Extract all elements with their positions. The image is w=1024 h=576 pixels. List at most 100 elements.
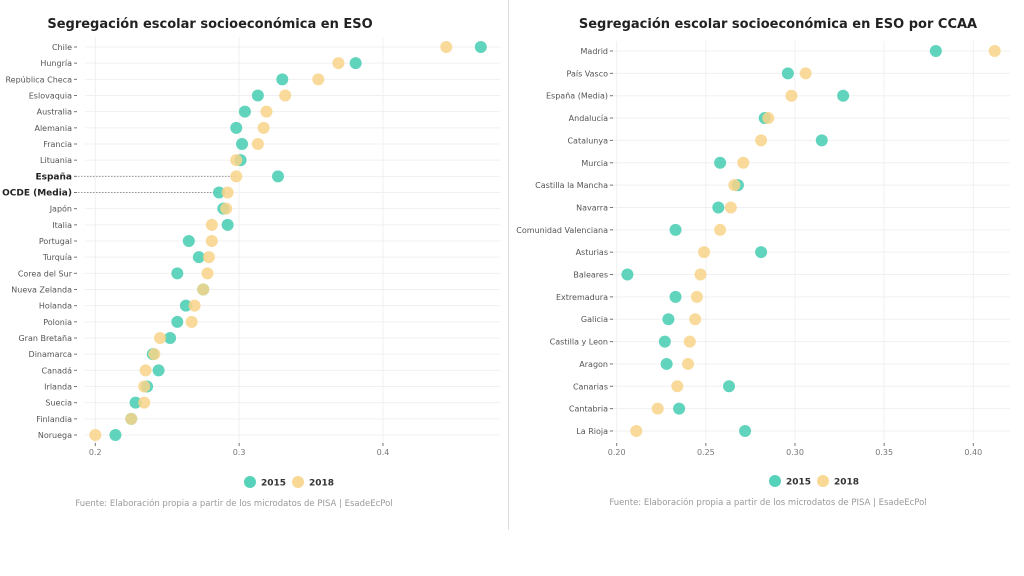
category-label: La Rioja — [576, 427, 608, 436]
point-2015-catalunya — [815, 134, 828, 147]
category-label: Navarra — [576, 203, 608, 212]
point-2015-portugal — [182, 235, 195, 247]
point-2015-baleares — [621, 268, 634, 281]
point-2018-polonia — [185, 315, 198, 328]
point-2015-italia — [221, 218, 234, 231]
point-2018-gran-breta-a — [154, 332, 167, 344]
category-label: Turquía — [42, 253, 72, 262]
point-2018-la-rioja — [630, 425, 643, 437]
point-2015-madrid — [929, 45, 942, 57]
category-label: Canarias — [573, 382, 608, 391]
point-2015-cantabria — [673, 402, 686, 415]
x-tick-label: 0.20 — [608, 448, 626, 457]
category-label: Eslovaquia — [29, 92, 72, 101]
point-2018-baleares — [694, 268, 707, 281]
point-2018-canad- — [139, 364, 152, 377]
category-label: Hungría — [40, 59, 72, 68]
category-label: Noruega — [38, 431, 72, 440]
point-2015-turqu-a — [192, 251, 205, 264]
point-2018-finlandia — [125, 412, 138, 425]
category-label: Suecia — [45, 399, 72, 408]
point-2015-hungr-a — [349, 57, 362, 70]
point-2015-asturias — [755, 246, 768, 259]
legend-label-2015: 2015 — [261, 479, 286, 489]
point-2018-rep-blica-checa — [312, 73, 325, 86]
category-label: España — [35, 172, 72, 182]
point-2018-castilla-y-leon — [683, 335, 696, 348]
category-label: Finlandia — [36, 415, 72, 424]
point-2018-extremadura — [690, 290, 703, 303]
category-label: Francia — [43, 140, 72, 149]
point-2018-hungr-a — [332, 57, 345, 70]
chart-title: Segregación escolar socioeconómica en ES… — [47, 17, 372, 32]
x-tick-label: 0.40 — [964, 448, 982, 457]
x-tick-label: 0.3 — [233, 448, 246, 457]
point-2018-portugal — [205, 235, 218, 247]
x-tick-label: 0.35 — [875, 448, 893, 457]
point-2015-australia — [238, 105, 251, 118]
point-2018-ocde-media- — [221, 186, 234, 199]
chart-panel-1: Segregación escolar socioeconómica en ES… — [2, 17, 500, 509]
point-2015-comunidad-valenciana — [669, 223, 682, 236]
category-label: Murcia — [581, 159, 608, 168]
point-2018-murcia — [737, 156, 750, 169]
legend-swatch-2018 — [292, 476, 304, 488]
category-label: Corea del Sur — [18, 269, 73, 278]
category-label: Aragon — [579, 360, 608, 369]
point-2015-eslovaquia — [251, 89, 264, 102]
point-2015-rep-blica-checa — [276, 73, 289, 86]
point-2015-espa-a-media- — [837, 89, 850, 102]
category-label: Andalucía — [569, 114, 608, 123]
category-label: Asturias — [576, 248, 608, 257]
category-label: Catalunya — [567, 136, 608, 145]
legend-label-2018: 2018 — [834, 478, 859, 488]
point-2015-canarias — [723, 380, 736, 393]
category-label: Castilla y Leon — [550, 338, 608, 347]
point-2018-espa-a-media- — [785, 89, 798, 102]
category-label: Polonia — [43, 318, 72, 327]
x-tick-label: 0.30 — [786, 448, 804, 457]
point-2018-navarra — [724, 201, 737, 214]
category-label: República Checa — [5, 75, 72, 84]
category-label: Lituania — [40, 156, 72, 165]
x-tick-label: 0.2 — [89, 448, 102, 457]
point-2018-noruega — [89, 429, 102, 441]
legend-swatch-2015 — [244, 476, 256, 488]
point-2018-canarias — [671, 380, 684, 393]
point-2015-holanda — [179, 299, 192, 312]
point-2015-espa-a — [271, 170, 284, 183]
category-label: Comunidad Valenciana — [516, 226, 608, 235]
point-2018-espa-a — [230, 170, 243, 183]
point-2018-lituania — [230, 154, 243, 167]
x-tick-label: 0.4 — [377, 448, 390, 457]
category-label: Extremadura — [556, 293, 608, 302]
category-label: Nueva Zelanda — [11, 286, 72, 295]
category-label: Baleares — [573, 271, 608, 280]
point-2018-holanda — [188, 299, 201, 312]
point-2018-alemania — [257, 121, 270, 134]
point-2018-galicia — [689, 313, 702, 326]
point-2018-dinamarca — [148, 348, 161, 361]
point-2018-francia — [251, 138, 264, 150]
point-2018-italia — [205, 218, 218, 231]
point-2015-gran-breta-a — [164, 332, 177, 344]
point-2018-andaluc-a — [762, 112, 775, 125]
category-label: Dinamarca — [29, 350, 73, 359]
point-2018-pa-s-vasco — [799, 67, 812, 80]
point-2018-aragon — [682, 357, 695, 370]
point-2018-irlanda — [138, 380, 151, 393]
category-label: Irlanda — [44, 383, 72, 392]
category-label: País Vasco — [566, 69, 608, 78]
point-2015-galicia — [662, 313, 675, 326]
source-note: Fuente: Elaboración propia a partir de l… — [609, 497, 926, 508]
source-note: Fuente: Elaboración propia a partir de l… — [75, 498, 392, 509]
point-2018-turqu-a — [202, 251, 215, 264]
legend-label-2015: 2015 — [786, 478, 811, 488]
category-label: Galicia — [581, 315, 608, 324]
category-label: Portugal — [39, 237, 72, 246]
point-2015-corea-del-sur — [171, 267, 184, 280]
point-2015-navarra — [712, 201, 725, 214]
category-label: Gran Bretaña — [18, 334, 72, 343]
point-2015-alemania — [230, 121, 243, 134]
